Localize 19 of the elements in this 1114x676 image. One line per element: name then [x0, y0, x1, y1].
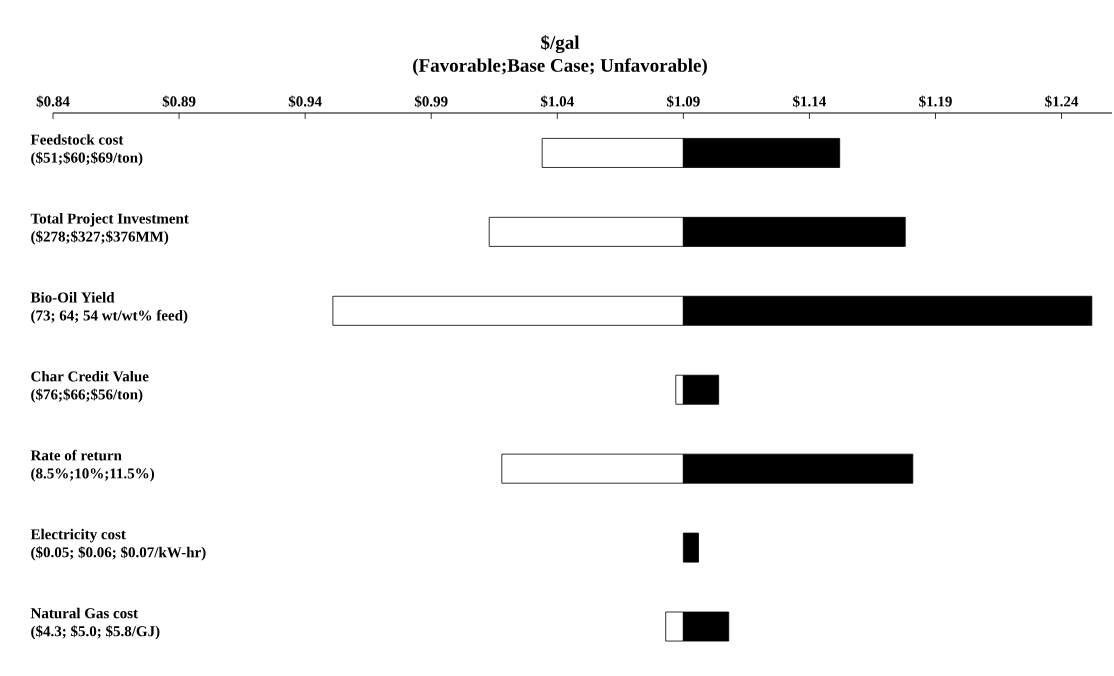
y-tick-label: Feedstock cost ($51;$60;$69/ton): [30, 134, 143, 166]
y-tick-label: Total Project Investment ($278;$327;$376MM): [30, 213, 189, 245]
x-tick-label: $1.04: [540, 95, 574, 108]
y-tick-label: Electricity cost ($0.05; $0.06; $0.07/kW-hr): [30, 528, 206, 561]
x-tick-label: $1.14: [793, 95, 827, 108]
y-tick-label: Char Credit Value ($76;$66;$56/ton): [31, 370, 149, 403]
x-tick-label: $0.94: [288, 95, 322, 108]
x-tick-label: $0.84: [36, 95, 70, 108]
x-tick-label: $1.24: [1045, 95, 1079, 108]
y-tick-label: Bio-Oil Yield (73; 64; 54 wt/wt% feed): [30, 292, 188, 324]
y-tick-label: Rate of return (8.5%;10%;11.5%): [30, 449, 155, 482]
y-tick-label: Natural Gas cost ($4.3; $5.0; $5.8/GJ): [30, 607, 160, 640]
x-tick-label: $0.89: [162, 95, 196, 108]
x-tick-label: $1.09: [667, 95, 700, 108]
chart-subtitle: (Favorable;Base Case; Unfavorable): [413, 58, 707, 76]
chart-title: $/gal: [541, 35, 580, 53]
x-tick-label: $1.19: [919, 95, 952, 108]
x-tick-label: $0.99: [414, 95, 448, 108]
bar: [682, 532, 699, 563]
